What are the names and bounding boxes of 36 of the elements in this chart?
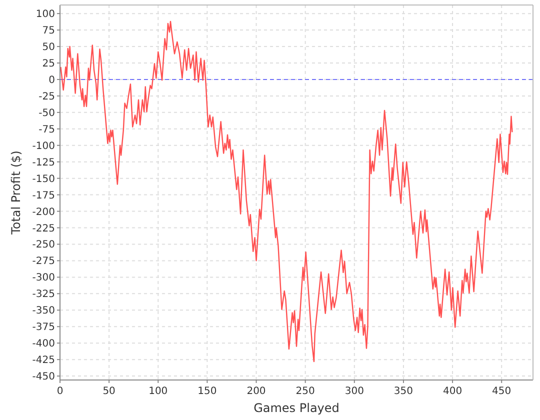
x-tick-label: 0 (56, 386, 64, 397)
x-axis-title: Games Played (254, 401, 340, 415)
y-tick-label: 50 (42, 42, 55, 54)
y-tick-label: -200 (32, 206, 55, 218)
y-tick-label: 100 (36, 9, 55, 20)
line-series (60, 20, 513, 362)
x-tick-label: 350 (394, 386, 414, 397)
x-tick-label: 50 (102, 386, 116, 397)
y-tick-label: 25 (42, 58, 55, 70)
x-tick-label: 150 (198, 386, 217, 397)
x-tick-label: 450 (492, 386, 512, 397)
y-tick-label: -325 (32, 289, 55, 300)
y-tick-label: -250 (32, 240, 55, 251)
y-tick-label: -50 (38, 108, 55, 119)
y-tick-label: -275 (32, 256, 55, 268)
y-tick-label: -75 (38, 124, 55, 136)
y-tick-label: -100 (32, 140, 55, 152)
y-axis-title: Total Profit ($) (9, 150, 23, 236)
x-tick-label: 300 (344, 386, 364, 397)
y-tick-label: -175 (32, 190, 55, 202)
y-tick-label: -125 (32, 157, 55, 168)
x-tick-label: 200 (246, 386, 266, 397)
x-tick-label: 100 (148, 386, 168, 397)
y-tick-label: -225 (32, 223, 55, 234)
y-tick-label: 75 (42, 26, 55, 37)
y-tick-label: -350 (32, 306, 55, 317)
y-tick-label: 0 (48, 74, 55, 86)
y-tick-label: -300 (32, 272, 55, 284)
y-tick-label: -425 (32, 355, 55, 366)
y-tick-label: -150 (32, 174, 55, 185)
x-tick-label: 400 (442, 386, 462, 397)
y-tick-label: -400 (32, 338, 55, 350)
y-tick-label: -450 (32, 372, 55, 383)
y-tick-label: -375 (32, 322, 55, 334)
x-tick-label: 250 (296, 386, 315, 397)
y-tick-label: -25 (38, 91, 55, 102)
